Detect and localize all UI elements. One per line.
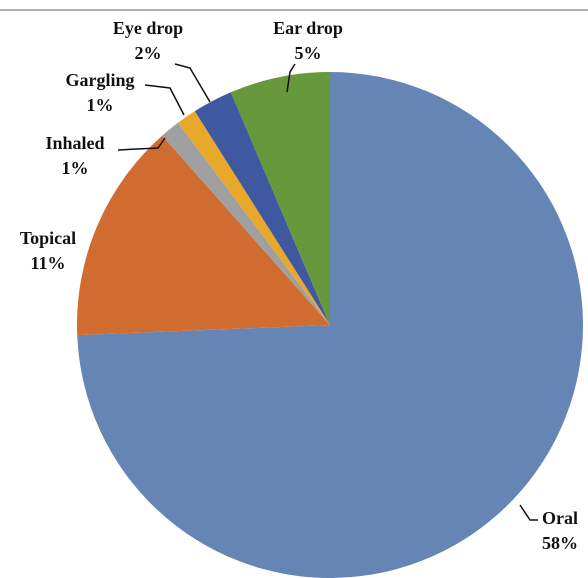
leader-line xyxy=(144,84,185,116)
category-label: Eye drop xyxy=(113,18,183,38)
pie-slice xyxy=(162,122,330,325)
pie-slice xyxy=(194,92,330,325)
pie-slice xyxy=(178,111,330,326)
category-label: Oral xyxy=(542,508,578,528)
pie-slice xyxy=(77,72,583,578)
value-label: 1% xyxy=(62,158,89,178)
category-label: Topical xyxy=(20,228,76,248)
category-label: Inhaled xyxy=(45,133,104,153)
leader-line xyxy=(117,137,166,151)
leader-line xyxy=(174,63,211,103)
value-label: 58% xyxy=(542,533,578,553)
leader-line xyxy=(519,504,538,521)
value-label: 2% xyxy=(135,43,162,63)
category-label: Gargling xyxy=(65,70,134,90)
category-label: Ear drop xyxy=(273,18,343,38)
pie-slice xyxy=(230,72,330,325)
value-label: 1% xyxy=(87,95,114,115)
pie-slice xyxy=(77,135,331,336)
leader-line xyxy=(286,63,296,93)
value-label: 11% xyxy=(30,253,65,273)
value-label: 5% xyxy=(295,43,322,63)
